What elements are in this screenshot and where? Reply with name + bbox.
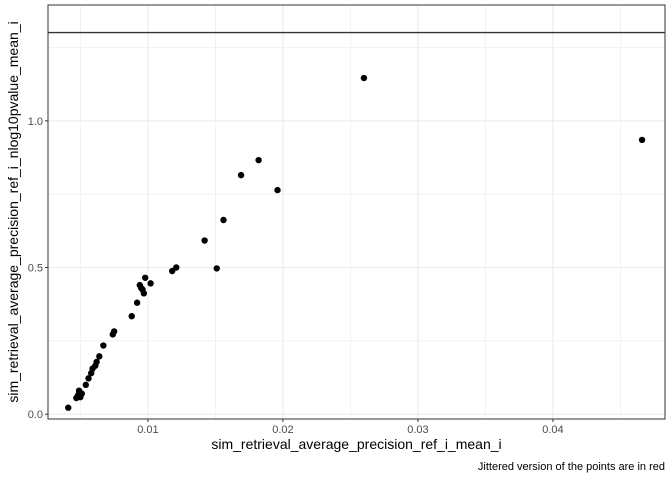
data-point bbox=[65, 404, 72, 411]
y-axis-title: sim_retrieval_average_precision_ref_i_nl… bbox=[5, 21, 21, 402]
data-point bbox=[147, 280, 154, 287]
plot-caption: Jittered version of the points are in re… bbox=[478, 461, 665, 473]
y-tick-label: 0.5 bbox=[28, 263, 43, 275]
data-point bbox=[96, 353, 103, 360]
data-point bbox=[255, 156, 262, 164]
data-point bbox=[140, 290, 148, 297]
y-tick-label: 1.0 bbox=[28, 116, 43, 128]
data-point bbox=[128, 312, 135, 320]
x-tick-label: 0.01 bbox=[137, 424, 158, 436]
data-point bbox=[237, 171, 245, 179]
data-point bbox=[93, 358, 100, 366]
x-axis-ticks: 0.01 0.02 0.03 0.04 bbox=[137, 419, 564, 436]
data-point bbox=[173, 264, 180, 271]
data-point bbox=[220, 216, 227, 224]
data-point bbox=[133, 299, 141, 306]
data-point bbox=[75, 387, 83, 394]
x-axis-title: sim_retrieval_average_precision_ref_i_me… bbox=[211, 436, 501, 452]
data-point bbox=[201, 237, 208, 244]
x-tick-label: 0.03 bbox=[407, 424, 428, 436]
x-tick-label: 0.04 bbox=[542, 424, 563, 436]
data-point bbox=[638, 136, 646, 144]
plot-panel-border bbox=[47, 4, 666, 420]
major-gridlines bbox=[48, 5, 665, 419]
data-point bbox=[360, 74, 368, 82]
data-point bbox=[110, 328, 118, 335]
data-point bbox=[100, 342, 107, 349]
x-tick-label: 0.02 bbox=[272, 424, 293, 436]
data-point bbox=[274, 186, 281, 194]
data-point bbox=[85, 375, 92, 382]
data-point bbox=[213, 265, 220, 272]
data-point bbox=[142, 274, 149, 281]
minor-gridlines bbox=[48, 5, 665, 419]
y-tick-label: 0.0 bbox=[28, 409, 43, 421]
data-point bbox=[82, 381, 90, 389]
data-points bbox=[65, 74, 646, 411]
plot-panel-background bbox=[48, 5, 665, 419]
y-axis-ticks: 0.0 0.5 1.0 bbox=[28, 116, 48, 421]
